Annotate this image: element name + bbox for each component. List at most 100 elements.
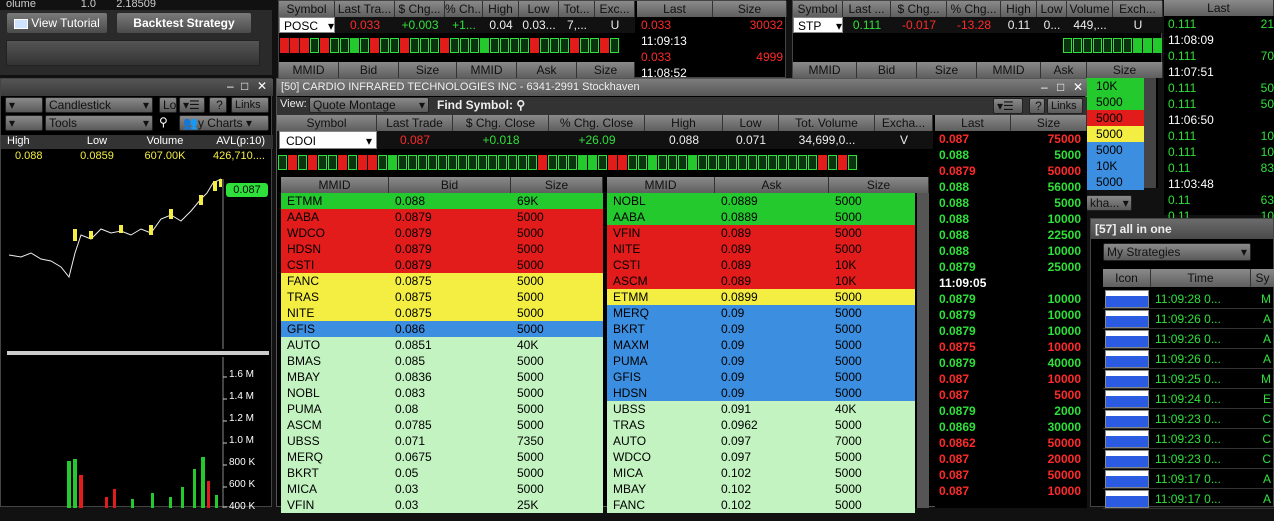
strategy-row[interactable]: 11:09:25 0... M — [1103, 369, 1274, 389]
book-row[interactable]: FANC 0.102 5000 — [607, 497, 915, 513]
book-row[interactable]: NOBL 0.0889 5000 — [607, 193, 915, 209]
strategy-row[interactable]: 11:09:26 0... A — [1103, 309, 1274, 329]
help-button[interactable]: ? — [1029, 98, 1045, 114]
ts-price: 0.0875 — [939, 340, 976, 354]
posc-symbol-input[interactable]: POSC ▾ — [279, 17, 335, 33]
book-row[interactable]: MERQ 0.0675 5000 — [281, 449, 603, 465]
chevron-down-icon: ▾ — [835, 19, 842, 33]
lc-select[interactable]: Lo — [159, 97, 177, 113]
strategy-symbol: A — [1262, 332, 1271, 346]
book-row[interactable]: BMAS 0.085 5000 — [281, 353, 603, 369]
links-button[interactable]: Links — [1047, 98, 1083, 114]
book-row[interactable]: MBAY 0.102 5000 — [607, 481, 915, 497]
strategy-row[interactable]: 11:09:17 0... A — [1103, 469, 1274, 489]
book-row[interactable]: FANC 0.0875 5000 — [281, 273, 603, 289]
cdoi-titlebar[interactable]: [50] CARDIO INFRARED TECHNOLOGIES INC - … — [277, 79, 1087, 96]
book-row[interactable]: UBSS 0.071 7350 — [281, 433, 603, 449]
book-row[interactable]: AUTO 0.0851 40K — [281, 337, 603, 353]
strategy-row[interactable]: 11:09:23 0... C — [1103, 449, 1274, 469]
view-tutorial-button[interactable]: View Tutorial — [6, 12, 108, 34]
bid-rows: ETMM 0.088 69K AABA 0.0879 5000 WDCO 0.0879 5000… — [281, 193, 603, 513]
chevron-down-icon: ▾ — [365, 134, 372, 148]
maximize-icon[interactable]: □ — [241, 79, 249, 93]
book-row[interactable]: UBSS 0.091 40K — [607, 401, 915, 417]
book-row[interactable]: MAXM 0.09 5000 — [607, 337, 915, 353]
strategies-titlebar[interactable]: [57] all in one — [1091, 219, 1273, 239]
cdoi-ts-list: 0.087 75000 0.088 5000 0.0879 50000 0.088 56000… — [935, 131, 1087, 499]
links-button[interactable]: Links — [231, 97, 269, 113]
book-row[interactable]: ETMM 0.088 69K — [281, 193, 603, 209]
minimize-icon[interactable]: – — [1041, 80, 1048, 94]
backtest-strategy-button[interactable]: Backtest Strategy — [116, 12, 252, 34]
tools-select[interactable]: Tools ▾ — [45, 115, 153, 131]
book-row[interactable]: WDCO 0.0879 5000 — [281, 225, 603, 241]
book-row[interactable]: VFIN 0.089 5000 — [607, 225, 915, 241]
search-icon: ⚲ — [516, 98, 526, 112]
book-row[interactable]: AABA 0.0879 5000 — [281, 209, 603, 225]
book-row[interactable]: HDSN 0.09 5000 — [607, 385, 915, 401]
close-icon[interactable]: ✕ — [257, 79, 268, 93]
overlay-select[interactable]: ▾ — [5, 115, 43, 131]
book-row[interactable]: BKRT 0.09 5000 — [607, 321, 915, 337]
book-row[interactable]: HDSN 0.0879 5000 — [281, 241, 603, 257]
close-icon[interactable]: ✕ — [1073, 80, 1084, 94]
book-row[interactable]: GFIS 0.086 5000 — [281, 321, 603, 337]
minimize-icon[interactable]: – — [227, 79, 234, 93]
list-icon[interactable]: ▾☰ — [179, 97, 205, 113]
book-row[interactable]: NITE 0.0875 5000 — [281, 305, 603, 321]
book-row[interactable]: WDCO 0.097 5000 — [607, 449, 915, 465]
book-row[interactable]: CSTI 0.0879 5000 — [281, 257, 603, 273]
strategies-select[interactable]: My Strategies ▾ — [1103, 243, 1251, 261]
ts-size: 30000 — [1047, 420, 1081, 434]
strategy-row[interactable]: 11:09:26 0... A — [1103, 329, 1274, 349]
cdoi-symbol-input[interactable]: CDOI ▾ — [279, 131, 377, 149]
cdoi-col-high: High — [645, 115, 723, 131]
interval-select[interactable]: ▾ — [5, 97, 43, 113]
search-icon[interactable]: ⚲ — [159, 115, 168, 129]
book-row[interactable]: NITE 0.089 5000 — [607, 241, 915, 257]
book-size: 5000 — [835, 226, 862, 240]
book-row[interactable]: GFIS 0.09 5000 — [607, 369, 915, 385]
maximize-icon[interactable]: □ — [1057, 80, 1065, 94]
book-row[interactable]: ASCM 0.0785 5000 — [281, 417, 603, 433]
stp-col-symbol: Symbol — [793, 1, 843, 17]
strategy-row[interactable]: 11:09:28 0... M — [1103, 289, 1274, 309]
my-charts-select[interactable]: 👥y Charts ▾ — [179, 115, 269, 131]
ts-size: 2000 — [1054, 404, 1081, 418]
strategy-row[interactable]: 11:09:23 0... C — [1103, 429, 1274, 449]
ask-scrollbar[interactable] — [917, 193, 929, 508]
chart-type-select[interactable]: Candlestick ▾ — [45, 97, 153, 113]
chart-divider[interactable] — [7, 351, 269, 355]
book-row[interactable]: ASCM 0.089 10K — [607, 273, 915, 289]
price-chart[interactable] — [1, 169, 271, 349]
list-icon[interactable]: ▾☰ — [993, 98, 1023, 114]
book-row[interactable]: MICA 0.102 5000 — [607, 465, 915, 481]
book-row[interactable]: CSTI 0.089 10K — [607, 257, 915, 273]
help-button[interactable]: ? — [209, 97, 227, 113]
strategy-row[interactable]: 11:09:24 0... E — [1103, 389, 1274, 409]
ohlc-value-low: 0.0859 — [80, 150, 114, 162]
book-row[interactable]: NOBL 0.083 5000 — [281, 385, 603, 401]
strategy-row[interactable]: 11:09:26 0... A — [1103, 349, 1274, 369]
book-row[interactable]: TRAS 0.0875 5000 — [281, 289, 603, 305]
book-row[interactable]: MBAY 0.0836 5000 — [281, 369, 603, 385]
book-row[interactable]: MERQ 0.09 5000 — [607, 305, 915, 321]
book-row[interactable]: AABA 0.0889 5000 — [607, 209, 915, 225]
book-row[interactable]: AUTO 0.097 7000 — [607, 433, 915, 449]
book-row[interactable]: BKRT 0.05 5000 — [281, 465, 603, 481]
book-row[interactable]: PUMA 0.09 5000 — [607, 353, 915, 369]
strategy-row[interactable]: 11:09:17 0... A — [1103, 489, 1274, 509]
find-symbol-label[interactable]: Find Symbol: ⚲ — [437, 98, 525, 112]
view-select[interactable]: Quote Montage ▾ — [309, 97, 429, 113]
strategy-row[interactable]: 11:09:23 0... C — [1103, 409, 1274, 429]
stp-exchange-select[interactable]: kha... ▾ — [1086, 195, 1132, 211]
stp-scrollbar[interactable] — [1144, 78, 1156, 188]
book-row[interactable]: ETMM 0.0899 5000 — [607, 289, 915, 305]
book-row[interactable]: TRAS 0.0962 5000 — [607, 417, 915, 433]
stp-symbol-input[interactable]: STP ▾ — [793, 17, 843, 33]
book-row[interactable]: VFIN 0.03 25K — [281, 497, 603, 513]
book-row[interactable]: PUMA 0.08 5000 — [281, 401, 603, 417]
strategy-symbol: A — [1262, 472, 1271, 486]
book-row[interactable]: MICA 0.03 5000 — [281, 481, 603, 497]
stp-book-mmid: MMID — [793, 62, 857, 78]
